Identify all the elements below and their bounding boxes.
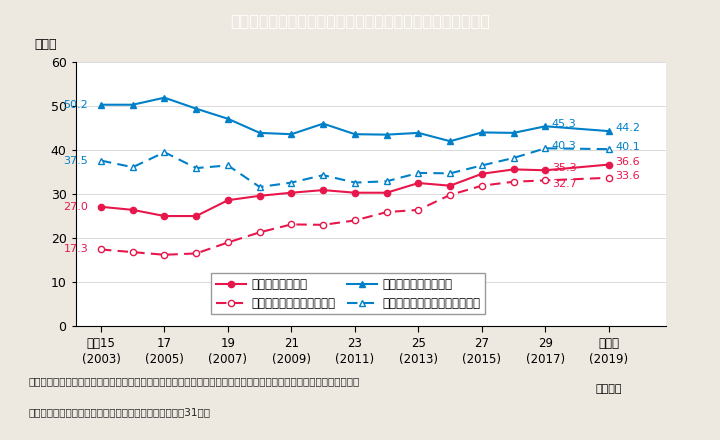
Legend: 都道府県（全体）, 都道府県（大学卒業程度）, 政令指定都市（全体）, 政令指定都市（大学卒業程度）: 都道府県（全体）, 都道府県（大学卒業程度）, 政令指定都市（全体）, 政令指定… <box>212 273 485 315</box>
Text: （備考）　１．内閣府「地方公共団体における男女共同参画社会の形成又は女性に関する施策の推進状況」より作成。: （備考） １．内閣府「地方公共団体における男女共同参画社会の形成又は女性に関する… <box>29 376 360 386</box>
Text: Ｉ－１－７図　地方公務員採用者に占める女性の割合の推移: Ｉ－１－７図 地方公務員採用者に占める女性の割合の推移 <box>230 14 490 29</box>
Text: 50.2: 50.2 <box>63 100 89 110</box>
Text: 33.6: 33.6 <box>615 172 640 181</box>
Text: （年度）: （年度） <box>595 384 622 394</box>
Text: 37.5: 37.5 <box>63 156 89 165</box>
Text: ２．採用期間は，各年４月１日から翄年３月31日。: ２．採用期間は，各年４月１日から翄年３月31日。 <box>29 407 211 417</box>
Text: 36.6: 36.6 <box>615 157 640 167</box>
Text: 17.3: 17.3 <box>63 245 89 254</box>
Text: 27.0: 27.0 <box>63 202 89 212</box>
Text: 40.1: 40.1 <box>615 142 640 152</box>
Text: 35.3: 35.3 <box>552 163 576 173</box>
Text: 45.3: 45.3 <box>552 119 577 128</box>
Text: （％）: （％） <box>35 38 57 51</box>
Text: 44.2: 44.2 <box>615 124 640 133</box>
Text: 32.7: 32.7 <box>552 179 577 189</box>
Text: 40.3: 40.3 <box>552 141 577 151</box>
